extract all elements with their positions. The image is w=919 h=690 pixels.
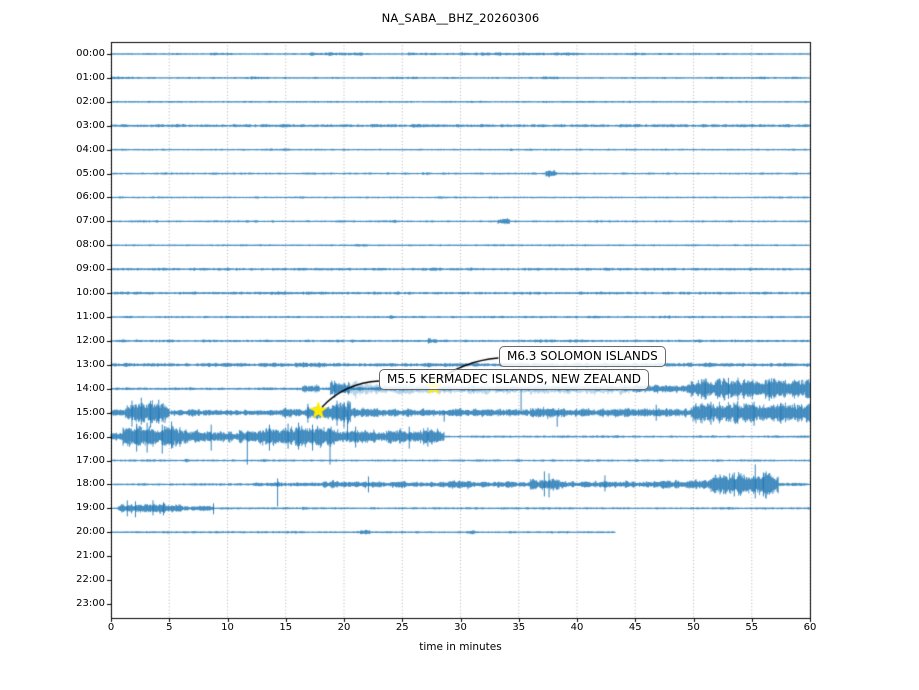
x-tick-label: 35 bbox=[512, 622, 526, 633]
x-tick-label: 55 bbox=[745, 622, 759, 633]
y-tick-label: 18:00 bbox=[76, 478, 105, 490]
x-tick-label: 60 bbox=[803, 622, 817, 633]
y-tick-label: 15:00 bbox=[76, 406, 105, 418]
x-tick-label: 20 bbox=[337, 622, 351, 633]
y-tick-label: 13:00 bbox=[76, 358, 105, 370]
x-tick-label: 0 bbox=[107, 622, 115, 633]
y-tick-label: 22:00 bbox=[76, 574, 105, 586]
y-tick-label: 00:00 bbox=[76, 48, 105, 59]
y-tick-label: 23:00 bbox=[76, 597, 105, 609]
y-tick-label: 02:00 bbox=[76, 95, 105, 107]
y-tick-label: 14:00 bbox=[76, 382, 105, 394]
x-tick-label: 15 bbox=[279, 622, 293, 633]
x-tick-label: 40 bbox=[570, 622, 584, 633]
x-tick-label: 25 bbox=[395, 622, 409, 633]
y-tick-label: 20:00 bbox=[76, 526, 105, 538]
y-tick-label: 08:00 bbox=[76, 239, 105, 251]
y-tick-label: 16:00 bbox=[76, 430, 105, 442]
y-tick-label: 19:00 bbox=[76, 502, 105, 514]
y-tick-label: 11:00 bbox=[76, 311, 105, 323]
x-tick-label: 50 bbox=[687, 622, 700, 633]
y-tick-label: 06:00 bbox=[76, 191, 105, 203]
y-tick-label: 05:00 bbox=[76, 167, 105, 179]
y-tick-label: 17:00 bbox=[76, 454, 105, 466]
x-tick-label: 30 bbox=[454, 622, 467, 633]
plot-title: NA_SABA__BHZ_20260306 bbox=[381, 11, 540, 25]
y-tick-label: 09:00 bbox=[76, 263, 105, 275]
y-tick-label: 07:00 bbox=[76, 215, 105, 227]
y-tick-label: 12:00 bbox=[76, 334, 105, 346]
y-tick-label: 10:00 bbox=[76, 287, 105, 299]
x-tick-label: 5 bbox=[166, 622, 173, 633]
y-tick-label: 03:00 bbox=[76, 119, 105, 131]
event-annotation-solomon-islands: M6.3 SOLOMON ISLANDS bbox=[499, 346, 666, 367]
y-tick-label: 04:00 bbox=[76, 143, 105, 155]
y-tick-label: 01:00 bbox=[76, 71, 105, 83]
x-tick-label: 45 bbox=[628, 622, 642, 633]
x-tick-label: 10 bbox=[221, 622, 234, 633]
x-axis-label: time in minutes bbox=[419, 641, 502, 653]
event-annotation-kermadec-islands: M5.5 KERMADEC ISLANDS, NEW ZEALAND bbox=[379, 369, 650, 390]
y-tick-label: 21:00 bbox=[76, 550, 105, 562]
